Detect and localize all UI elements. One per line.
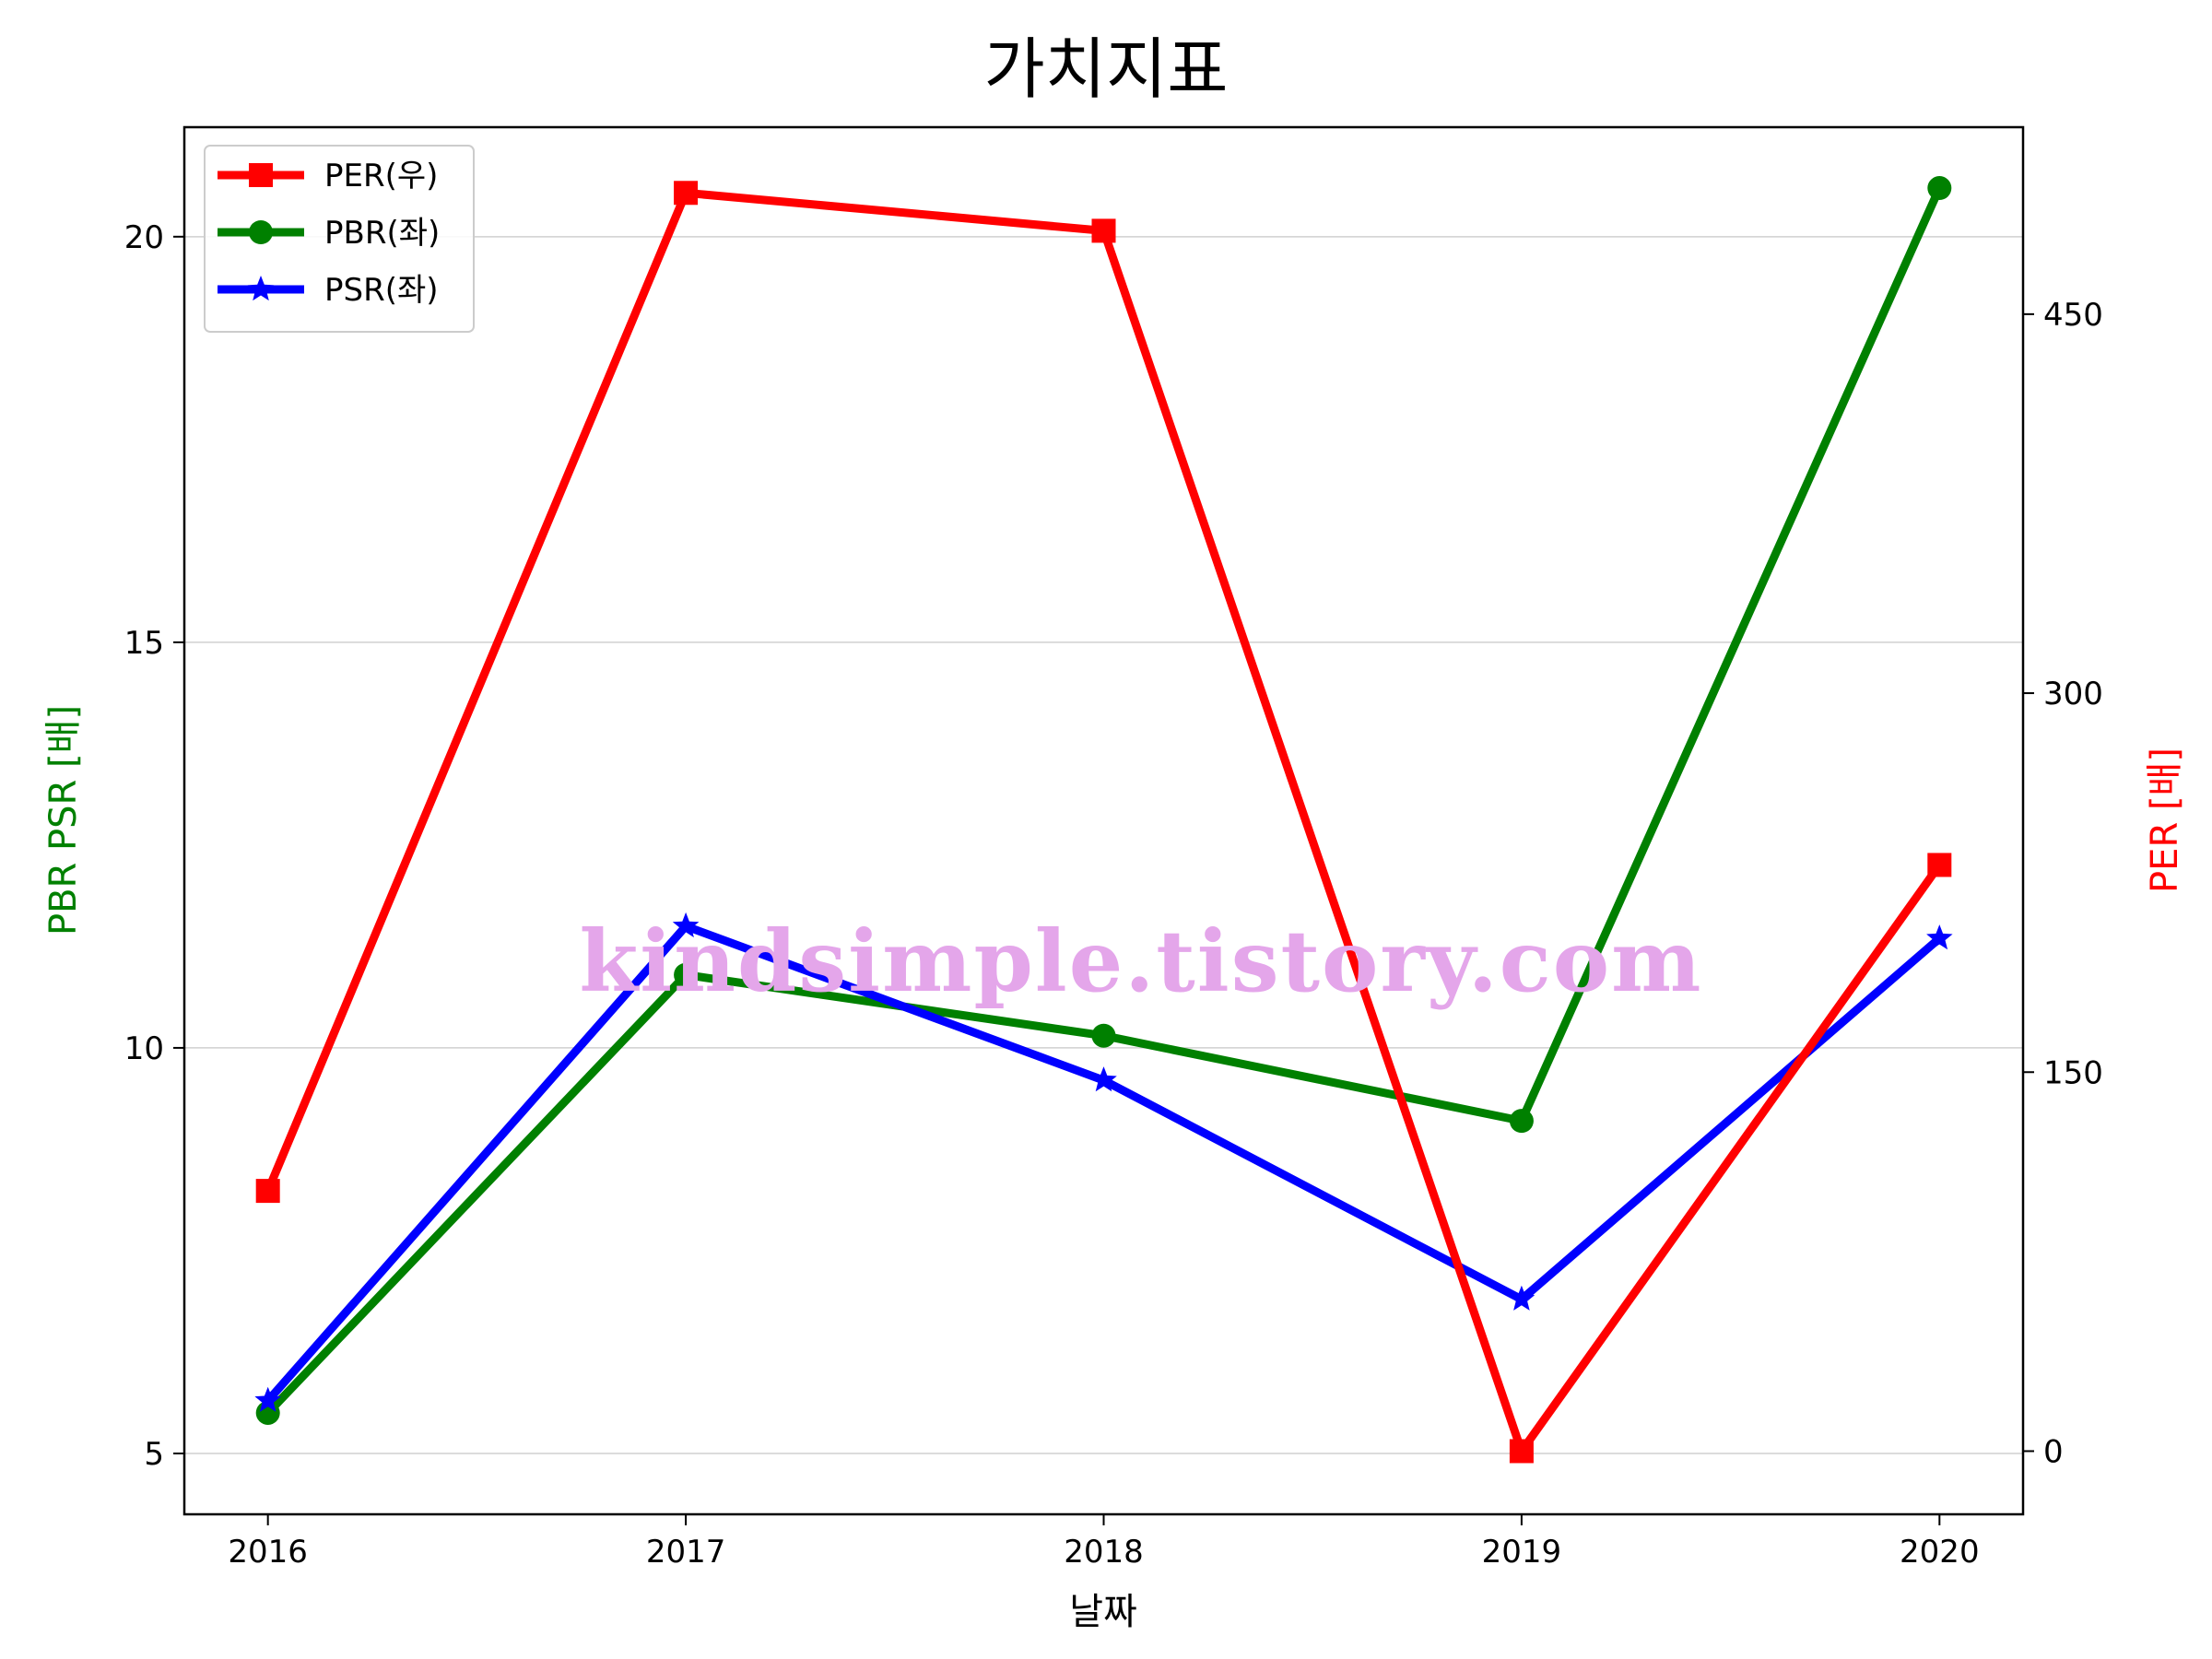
x-axis-label: 날짜 [1069,1591,1137,1633]
series-psr [254,912,1953,1412]
legend: PER(우) PBR(좌) PSR(좌) [204,145,475,333]
legend-label-pbr: PBR(좌) [324,215,440,252]
x-axis: 2016 2017 2018 2019 2020 [228,1514,1980,1571]
data-point-pbr [674,962,699,987]
series-pbr [255,176,1952,1425]
data-point-per [1927,853,1952,877]
grid-lines [184,236,2023,1454]
left-y-axis-label: PBR PSR [배] [42,705,85,935]
right-y-axis: 0 150 300 450 [2023,297,2103,1470]
data-point-psr [254,1386,281,1412]
series-per [255,181,1952,1464]
series-line-per [264,188,1943,1455]
left-y-tick-label: 15 [124,625,164,662]
right-y-tick-label: 300 [2043,676,2103,712]
right-y-axis-label: PER [배] [2144,747,2186,893]
data-point-psr [1090,1066,1117,1092]
watermark-text: kindsimple.tistory.com [579,912,1702,1011]
right-y-tick-label: 0 [2043,1433,2064,1470]
plot-area-frame [182,125,2025,1516]
series-line-pbr [265,186,1944,1417]
x-tick-label: 2018 [1064,1534,1144,1571]
x-tick-label: 2019 [1482,1534,1562,1571]
left-y-tick-label: 5 [144,1436,164,1473]
right-y-tick-label: 150 [2043,1054,2103,1091]
data-point-pbr [1509,1109,1534,1134]
x-tick-label: 2017 [646,1534,726,1571]
data-point-per [1509,1439,1534,1464]
data-point-per [255,1179,280,1204]
x-tick-label: 2016 [228,1534,308,1571]
data-point-per [1091,218,1116,243]
data-point-pbr [1927,176,1952,201]
legend-marker-pbr [249,220,273,244]
legend-label-per: PER(우) [324,158,438,194]
x-tick-label: 2020 [1900,1534,1980,1571]
legend-marker-psr [247,276,275,301]
series-layer [254,176,1953,1464]
right-y-tick-label: 450 [2043,297,2103,334]
legend-label-psr: PSR(좌) [324,272,439,309]
data-point-pbr [1091,1023,1116,1048]
data-point-per [674,181,699,206]
data-point-psr [1926,924,1953,950]
chart-title: 가치지표 [984,30,1229,108]
data-point-psr [672,912,700,938]
left-y-tick-label: 20 [124,219,164,256]
data-point-psr [1508,1285,1535,1311]
legend-marker-per [249,163,273,187]
left-y-tick-label: 10 [124,1030,164,1067]
left-y-axis: 5 10 15 20 [124,219,184,1473]
